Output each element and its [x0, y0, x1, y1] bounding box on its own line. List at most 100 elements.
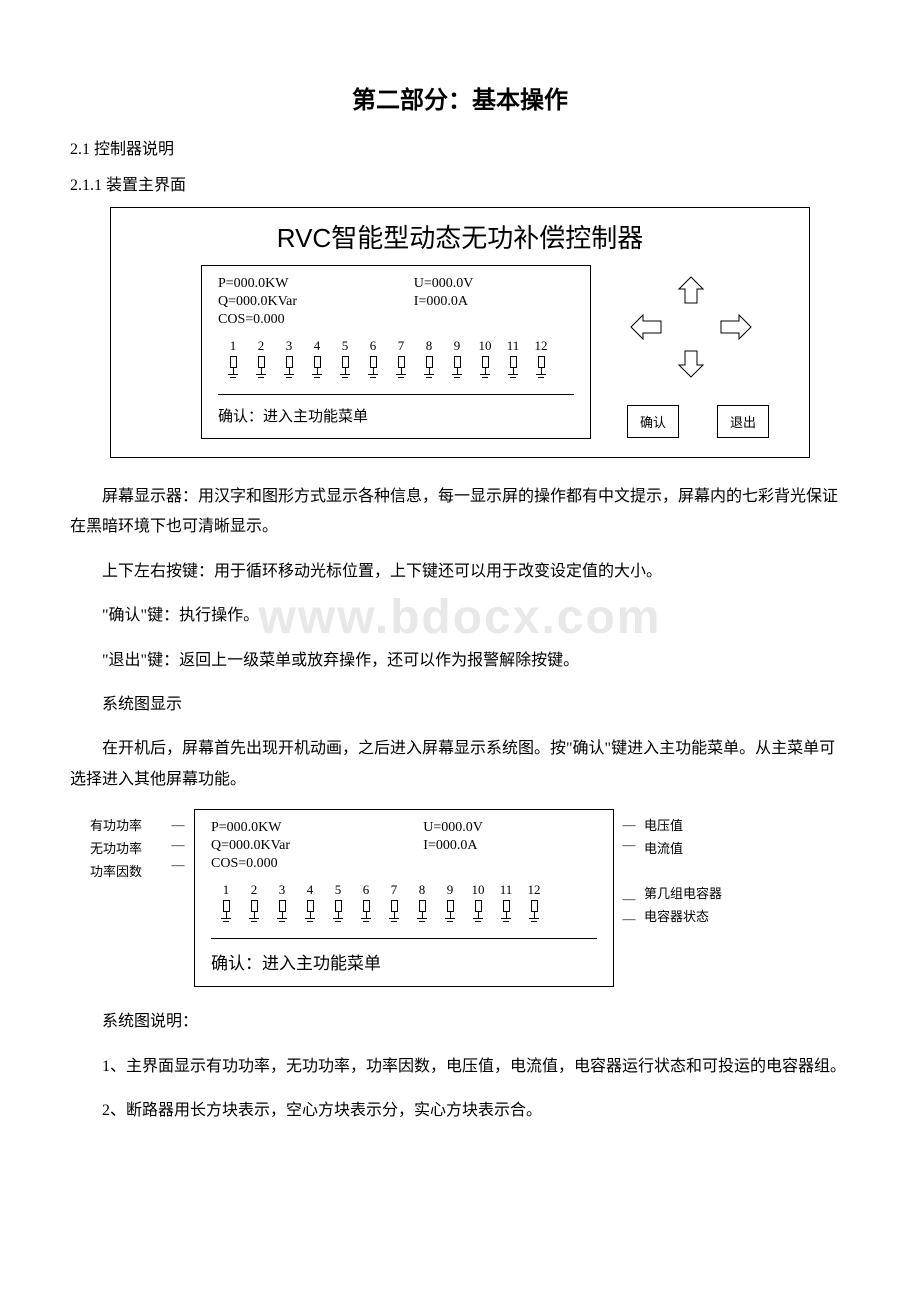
- readout-cos: COS=0.000: [211, 856, 423, 872]
- readout-u: U=000.0V: [414, 276, 574, 292]
- cap-num: 10: [478, 338, 492, 354]
- cap-num: 6: [359, 882, 373, 898]
- cap-symbol: [303, 900, 317, 922]
- cap-num: 9: [450, 338, 464, 354]
- main-title: 第二部分：基本操作: [70, 80, 850, 115]
- cap-num: 2: [247, 882, 261, 898]
- paragraph: 屏幕显示器：用汉字和图形方式显示各种信息，每一显示屏的操作都有中文提示，屏幕内的…: [70, 482, 850, 543]
- d2-dash-right: ——: [614, 817, 644, 861]
- cap-num: 4: [303, 882, 317, 898]
- paragraph: 2、断路器用长方块表示，空心方块表示分，实心方块表示合。: [70, 1096, 850, 1126]
- cap-num: 3: [275, 882, 289, 898]
- cap-num: 10: [471, 882, 485, 898]
- paragraph: "确认"键：执行操作。: [70, 601, 850, 631]
- cap-num: 5: [331, 882, 345, 898]
- cap-num: 2: [254, 338, 268, 354]
- cap-symbol: [443, 900, 457, 922]
- d2-dash-left: ———: [162, 817, 194, 877]
- d2-dash-right: ——: [614, 891, 644, 931]
- label-cap-group: 第几组电容器: [644, 883, 734, 902]
- capacitor-numbers: 1 2 3 4 5 6 7 8 9 10 11 12: [218, 338, 574, 354]
- cap-num: 1: [226, 338, 240, 354]
- cap-symbol: [527, 900, 541, 922]
- d2-left-labels: 有功功率 无功功率 功率因数: [90, 815, 162, 884]
- exit-button[interactable]: 退出: [717, 405, 769, 438]
- cap-symbol: [415, 900, 429, 922]
- readout-q: Q=000.0KVar: [218, 294, 414, 310]
- screen-confirm-hint: 确认：进入主功能菜单: [211, 949, 597, 974]
- device-title: RVC智能型动态无功补偿控制器: [111, 218, 809, 255]
- cap-symbol: [366, 356, 380, 378]
- readout-p: P=000.0KW: [211, 820, 423, 836]
- cap-num: 8: [422, 338, 436, 354]
- paragraph: 在开机后，屏幕首先出现开机动画，之后进入屏幕显示系统图。按"确认"键进入主功能菜…: [70, 734, 850, 795]
- cap-symbol: [338, 356, 352, 378]
- cap-symbol: [534, 356, 548, 378]
- arrow-right-button[interactable]: [717, 311, 753, 348]
- section-2-1-1: 2.1.1 装置主界面: [70, 171, 850, 195]
- cap-symbol: [219, 900, 233, 922]
- capacitor-numbers: 1 2 3 4 5 6 7 8 9 10 11 12: [211, 882, 597, 898]
- cap-symbol: [226, 356, 240, 378]
- cap-symbol: [450, 356, 464, 378]
- readout-p: P=000.0KW: [218, 276, 414, 292]
- d2-screen: P=000.0KW Q=000.0KVar COS=0.000 U=000.0V…: [194, 809, 614, 987]
- cap-symbol: [394, 356, 408, 378]
- cap-num: 8: [415, 882, 429, 898]
- d2-right-labels-top: 电压值 电流值: [644, 815, 734, 861]
- keypad: 确认 退出: [621, 275, 769, 439]
- cap-num: 9: [443, 882, 457, 898]
- confirm-button[interactable]: 确认: [627, 405, 679, 438]
- divider: [218, 394, 574, 395]
- cap-symbol: [471, 900, 485, 922]
- device-panel: RVC智能型动态无功补偿控制器 P=000.0KW Q=000.0KVar CO…: [110, 207, 810, 458]
- cap-symbol: [478, 356, 492, 378]
- device-screen: P=000.0KW Q=000.0KVar COS=0.000 U=000.0V…: [201, 265, 591, 439]
- readout-i: I=000.0A: [414, 294, 574, 310]
- paragraph: 上下左右按键：用于循环移动光标位置，上下键还可以用于改变设定值的大小。: [70, 557, 850, 587]
- cap-num: 6: [366, 338, 380, 354]
- cap-num: 7: [387, 882, 401, 898]
- readout-u: U=000.0V: [423, 820, 597, 836]
- cap-num: 1: [219, 882, 233, 898]
- cap-num: 11: [499, 882, 513, 898]
- cap-symbol: [275, 900, 289, 922]
- cap-symbol: [254, 356, 268, 378]
- cap-num: 5: [338, 338, 352, 354]
- label-active-power: 有功功率: [90, 815, 162, 834]
- label-power-factor: 功率因数: [90, 861, 162, 880]
- capacitor-symbols: [218, 356, 574, 378]
- divider: [211, 938, 597, 939]
- label-voltage: 电压值: [644, 815, 734, 834]
- arrow-left-button[interactable]: [629, 311, 665, 348]
- arrow-down-button[interactable]: [673, 347, 709, 384]
- paragraph: 1、主界面显示有功功率，无功功率，功率因数，电压值，电流值，电容器运行状态和可投…: [70, 1052, 850, 1082]
- cap-num: 4: [310, 338, 324, 354]
- readout-q: Q=000.0KVar: [211, 838, 423, 854]
- cap-symbol: [506, 356, 520, 378]
- readout-cos: COS=0.000: [218, 312, 414, 328]
- readout-i: I=000.0A: [423, 838, 597, 854]
- cap-num: 11: [506, 338, 520, 354]
- label-current: 电流值: [644, 838, 734, 857]
- cap-num: 12: [527, 882, 541, 898]
- capacitor-symbols: [211, 900, 597, 922]
- paragraph: "退出"键：返回上一级菜单或放弃操作，还可以作为报警解除按键。: [70, 646, 850, 676]
- arrow-up-button[interactable]: [673, 275, 709, 312]
- page-content: 第二部分：基本操作 2.1 控制器说明 2.1.1 装置主界面 RVC智能型动态…: [70, 80, 850, 1126]
- cap-symbol: [359, 900, 373, 922]
- cap-num: 3: [282, 338, 296, 354]
- cap-num: 12: [534, 338, 548, 354]
- screen-confirm-hint: 确认：进入主功能菜单: [218, 405, 574, 426]
- section-2-1: 2.1 控制器说明: [70, 135, 850, 159]
- d2-right-labels-bottom: 第几组电容器 电容器状态: [644, 883, 734, 931]
- cap-symbol: [422, 356, 436, 378]
- cap-symbol: [282, 356, 296, 378]
- cap-symbol: [310, 356, 324, 378]
- paragraph: 系统图说明：: [70, 1007, 850, 1037]
- cap-symbol: [387, 900, 401, 922]
- cap-symbol: [247, 900, 261, 922]
- diagram-2: 有功功率 无功功率 功率因数 ——— P=000.0KW Q=000.0KVar…: [90, 809, 850, 987]
- label-reactive-power: 无功功率: [90, 838, 162, 857]
- cap-num: 7: [394, 338, 408, 354]
